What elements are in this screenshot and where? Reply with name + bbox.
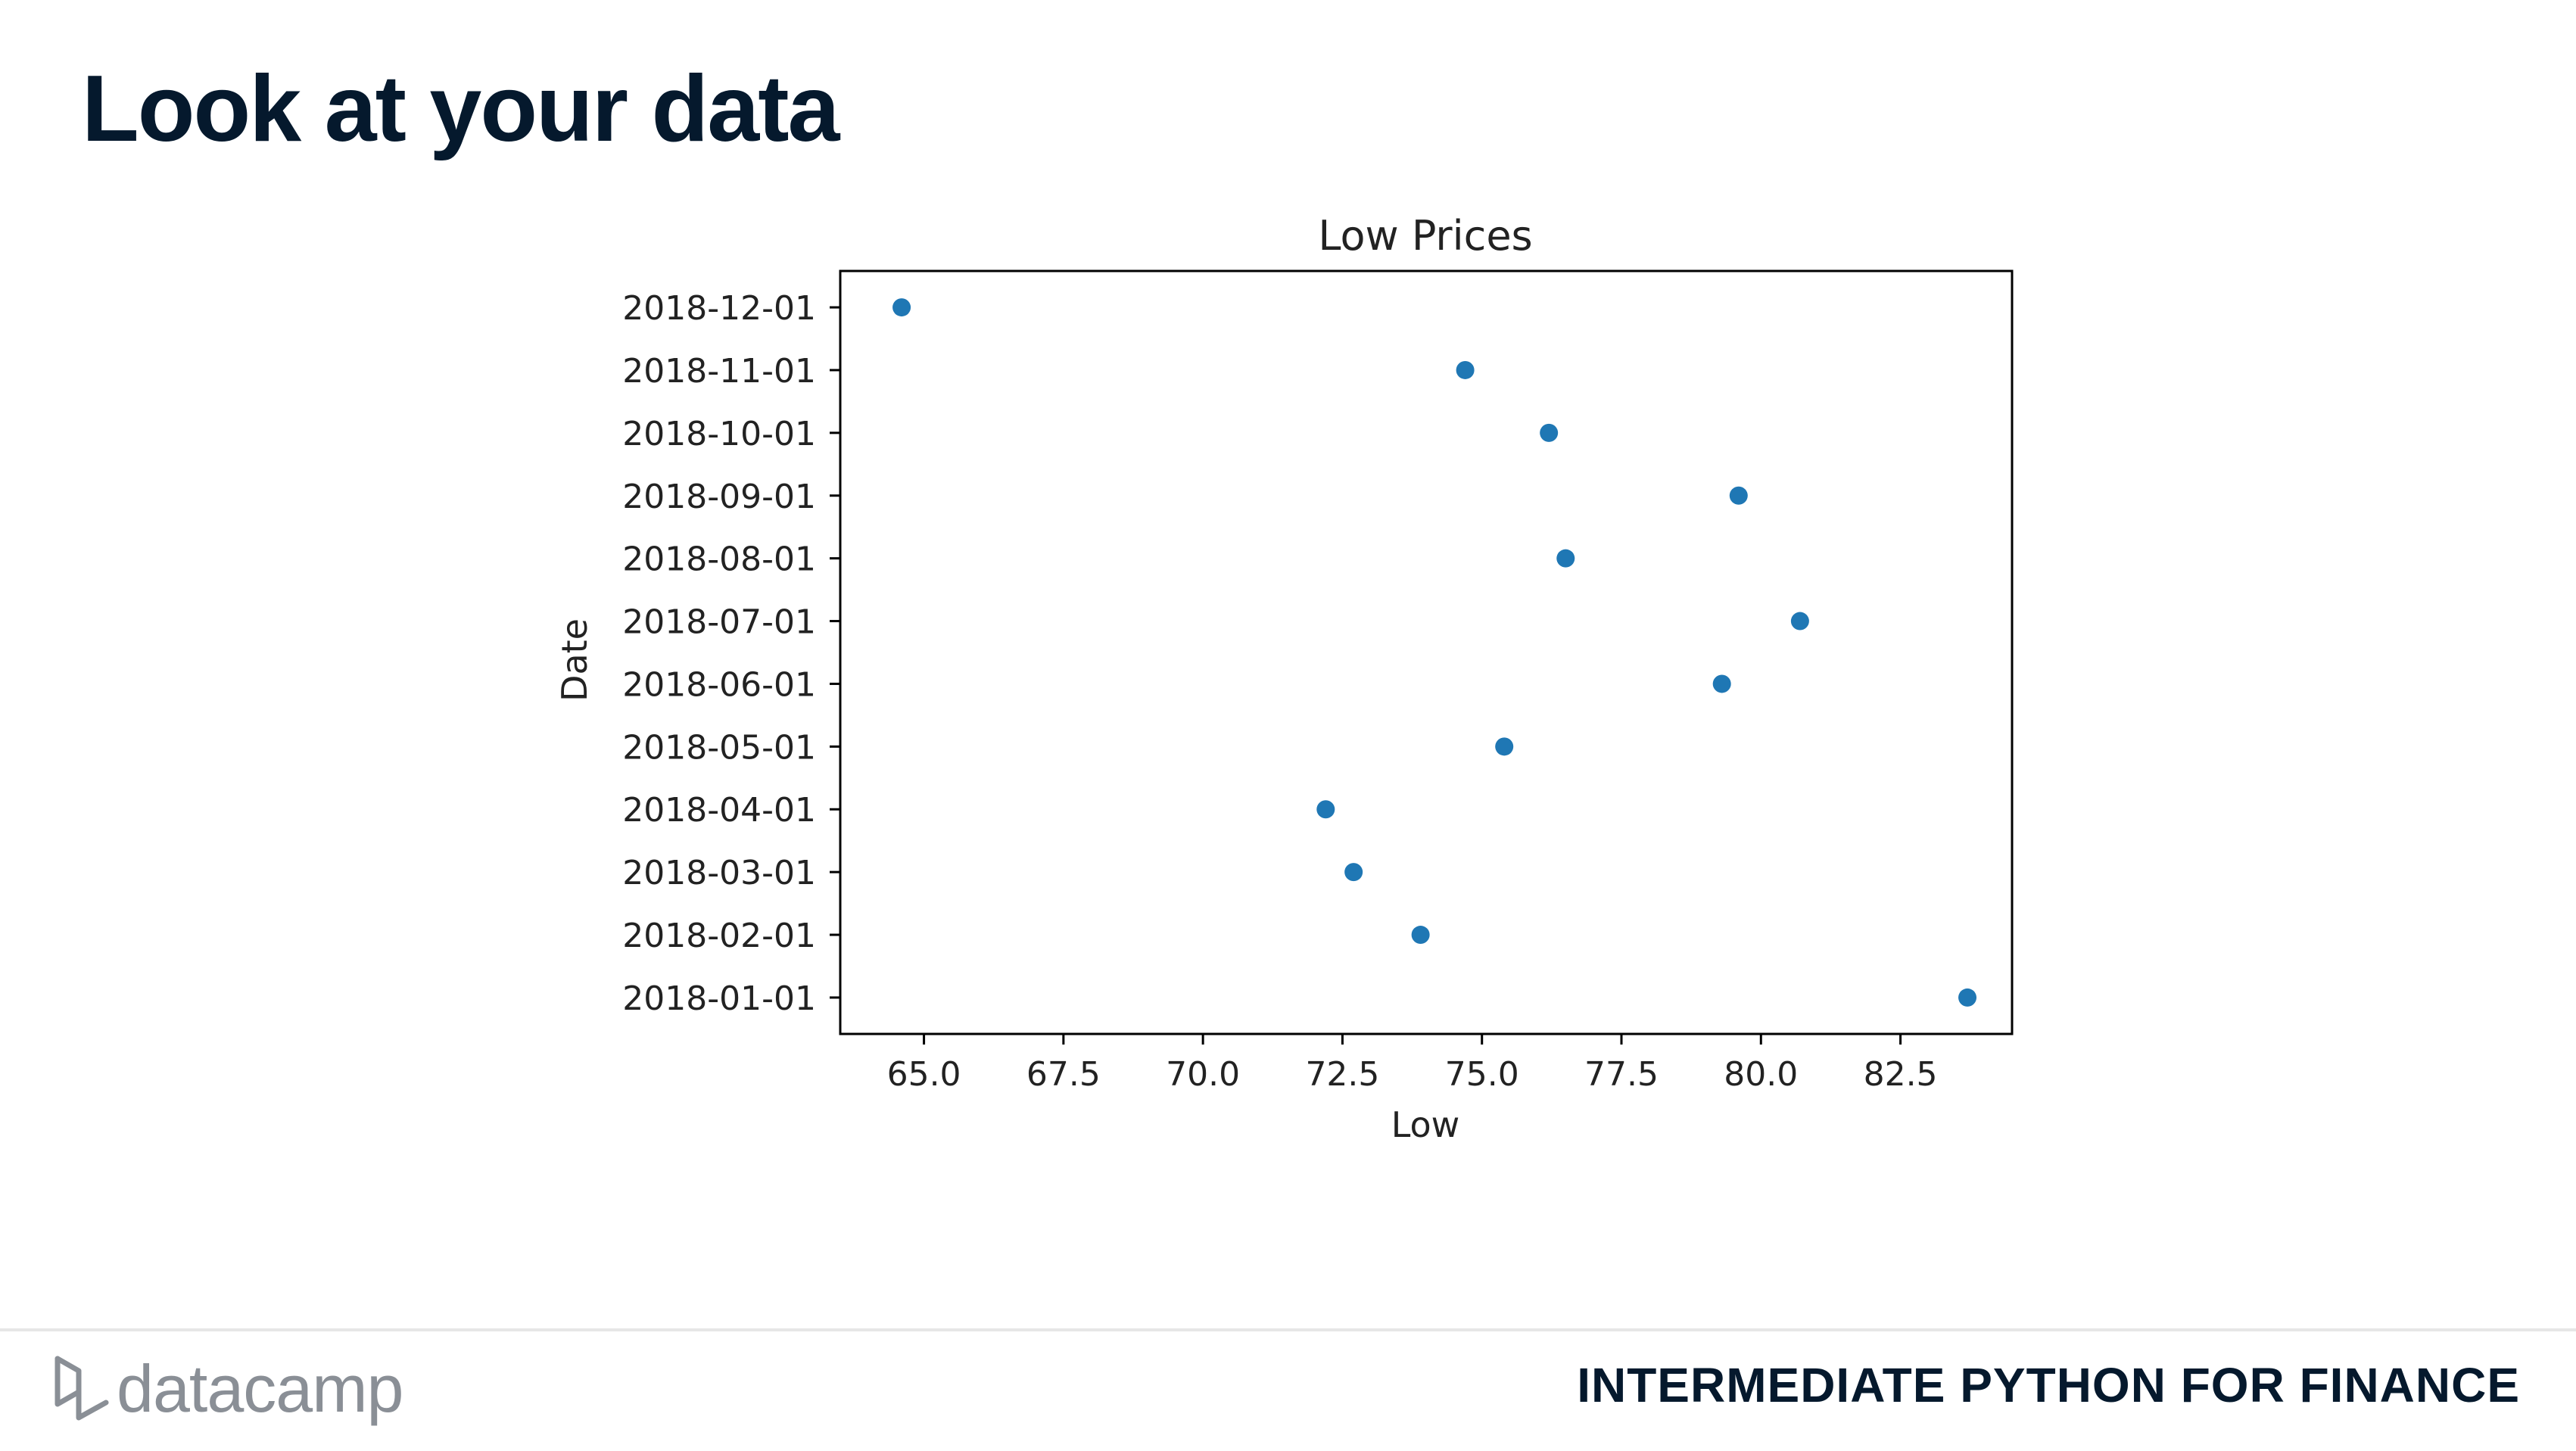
x-tick-label: 80.0	[1724, 1055, 1798, 1094]
chart-title: Low Prices	[1318, 212, 1532, 260]
x-tick-label: 67.5	[1026, 1055, 1101, 1094]
y-tick-label: 2018-10-01	[622, 415, 816, 453]
x-tick-label: 82.5	[1864, 1055, 1938, 1094]
x-tick-label: 75.0	[1445, 1055, 1519, 1094]
x-axis: 65.0 67.5 70.0 72.5 75.0 77.5 80.0 82.5	[887, 1034, 1938, 1094]
data-point	[1540, 423, 1559, 442]
data-point	[1495, 737, 1514, 756]
y-tick-label: 2018-12-01	[622, 289, 816, 328]
data-point	[1958, 988, 1977, 1007]
data-point	[892, 298, 911, 317]
course-name: INTERMEDIATE PYTHON FOR FINANCE	[1577, 1358, 2520, 1412]
data-point	[1344, 863, 1363, 882]
data-point	[1729, 486, 1748, 505]
y-tick-label: 2018-07-01	[622, 603, 816, 642]
y-tick-label: 2018-01-01	[622, 979, 816, 1018]
y-tick-label: 2018-04-01	[622, 791, 816, 830]
datacamp-logo-icon	[55, 1356, 109, 1421]
y-tick-label: 2018-06-01	[622, 665, 816, 704]
data-point	[1712, 674, 1731, 693]
y-axis-label: Date	[554, 618, 595, 702]
datacamp-logo[interactable]: datacamp	[51, 1347, 403, 1431]
footer-divider	[0, 1328, 2576, 1331]
plot-frame	[839, 269, 2014, 1035]
data-point	[1790, 612, 1809, 631]
data-point	[1456, 360, 1475, 379]
data-point	[1411, 926, 1430, 945]
y-axis: 2018-01-01 2018-02-01 2018-03-01 2018-04-01…	[622, 289, 840, 1018]
data-points	[892, 298, 1977, 1007]
y-tick-label: 2018-11-01	[622, 352, 816, 391]
x-axis-label: Low	[1391, 1104, 1460, 1145]
page-title: Look at your data	[82, 57, 839, 161]
x-tick-label: 65.0	[887, 1055, 961, 1094]
y-tick-label: 2018-08-01	[622, 540, 816, 579]
data-point	[1556, 549, 1575, 568]
x-tick-label: 72.5	[1305, 1055, 1379, 1094]
x-tick-label: 70.0	[1166, 1055, 1240, 1094]
y-tick-label: 2018-03-01	[622, 854, 816, 892]
y-tick-label: 2018-05-01	[622, 728, 816, 767]
y-tick-label: 2018-02-01	[622, 917, 816, 955]
y-tick-label: 2018-09-01	[622, 478, 816, 516]
logo-text: datacamp	[117, 1351, 403, 1426]
data-point	[1316, 800, 1335, 819]
x-tick-label: 77.5	[1584, 1055, 1659, 1094]
